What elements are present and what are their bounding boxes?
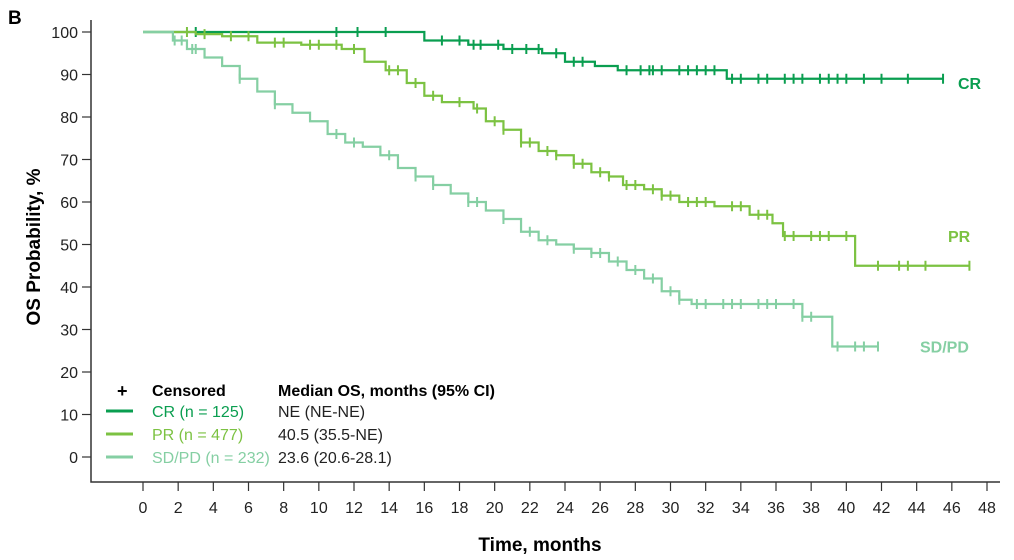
- x-tick-label: 12: [345, 500, 363, 517]
- y-tick-label: 90: [60, 68, 78, 85]
- y-tick-label: 10: [60, 408, 78, 425]
- y-tick-label: 100: [51, 25, 78, 42]
- series-pr: PR: [143, 27, 971, 271]
- x-tick-label: 36: [767, 500, 785, 517]
- x-tick-label: 44: [908, 500, 926, 517]
- y-tick-label: 20: [60, 365, 78, 382]
- y-tick-label: 50: [60, 238, 78, 255]
- panel-label: B: [8, 8, 22, 29]
- x-tick-label: 4: [209, 500, 218, 517]
- x-tick-label: 20: [486, 500, 504, 517]
- survival-curve: [143, 30, 970, 267]
- x-tick-label: 34: [732, 500, 750, 517]
- series-cr: CR: [143, 27, 982, 93]
- y-tick-label: 60: [60, 195, 78, 212]
- x-axis-label: Time, months: [478, 535, 601, 556]
- legend-series-name: SD/PD (n = 232): [152, 450, 270, 467]
- y-tick-label: 70: [60, 153, 78, 170]
- survival-curve: [143, 30, 878, 348]
- survival-curve: [143, 30, 944, 80]
- y-tick-label: 0: [69, 450, 78, 467]
- x-tick-label: 22: [521, 500, 539, 517]
- x-tick-label: 26: [591, 500, 609, 517]
- x-tick-label: 40: [837, 500, 855, 517]
- axis-lines: [90, 20, 1000, 483]
- legend-censored-label: Censored: [152, 383, 226, 400]
- series-end-label: PR: [948, 229, 971, 246]
- x-tick-label: 0: [139, 500, 148, 517]
- censor-symbol: +: [117, 381, 128, 401]
- legend-series-name: PR (n = 477): [152, 427, 243, 444]
- y-axis-label: OS Probability, %: [24, 168, 45, 325]
- x-tick-label: 30: [662, 500, 680, 517]
- legend-series-name: CR (n = 125): [152, 404, 244, 421]
- x-tick-label: 14: [380, 500, 398, 517]
- x-tick-label: 38: [802, 500, 820, 517]
- x-tick-label: 28: [626, 500, 644, 517]
- y-tick-label: 30: [60, 323, 78, 340]
- x-tick-label: 16: [415, 500, 433, 517]
- x-tick-label: 48: [978, 500, 996, 517]
- x-tick-label: 46: [943, 500, 961, 517]
- series-end-label: SD/PD: [920, 340, 969, 357]
- legend-median: NE (NE-NE): [278, 404, 365, 421]
- y-tick-label: 80: [60, 110, 78, 127]
- legend: + Censored Median OS, months (95% CI) CR…: [106, 381, 495, 467]
- x-tick-label: 2: [174, 500, 183, 517]
- series-sd-pd: SD/PD: [143, 30, 969, 357]
- x-tick-label: 8: [279, 500, 288, 517]
- series-end-label: CR: [958, 76, 982, 93]
- x-tick-label: 32: [697, 500, 715, 517]
- legend-median: 23.6 (20.6-28.1): [278, 450, 392, 467]
- x-tick-label: 42: [873, 500, 891, 517]
- x-tick-label: 24: [556, 500, 574, 517]
- y-tick-label: 40: [60, 280, 78, 297]
- legend-median-header: Median OS, months (95% CI): [278, 383, 495, 400]
- x-tick-label: 10: [310, 500, 328, 517]
- x-tick-label: 6: [244, 500, 253, 517]
- x-tick-label: 18: [451, 500, 469, 517]
- legend-median: 40.5 (35.5-NE): [278, 427, 383, 444]
